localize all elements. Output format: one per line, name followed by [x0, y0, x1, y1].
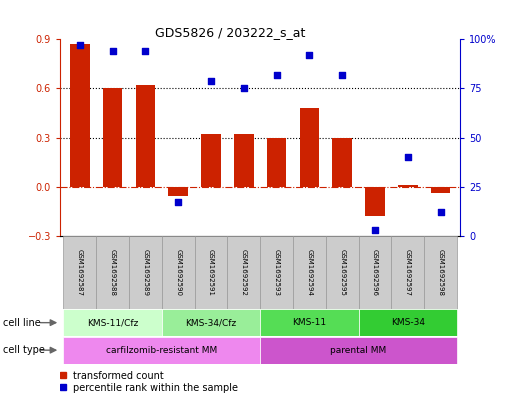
Text: KMS-11: KMS-11: [292, 318, 326, 327]
Bar: [195, 236, 228, 309]
Bar: [398, 185, 417, 187]
Point: [436, 209, 445, 215]
Point: [371, 227, 379, 233]
Text: KMS-11/Cfz: KMS-11/Cfz: [87, 318, 138, 327]
Point: [272, 72, 281, 78]
Text: GSM1692592: GSM1692592: [241, 249, 247, 296]
Text: cell type: cell type: [3, 345, 44, 355]
Bar: [365, 187, 385, 216]
Point: [141, 48, 150, 54]
Text: carfilzomib-resistant MM: carfilzomib-resistant MM: [106, 346, 218, 354]
Point: [240, 85, 248, 92]
Bar: [63, 309, 162, 336]
Bar: [267, 138, 287, 187]
Bar: [424, 236, 457, 309]
Bar: [96, 236, 129, 309]
Bar: [260, 309, 359, 336]
Bar: [162, 309, 260, 336]
Point: [404, 154, 412, 160]
Bar: [228, 236, 260, 309]
Point: [76, 42, 84, 48]
Bar: [260, 236, 293, 309]
Bar: [63, 337, 260, 364]
Bar: [63, 236, 96, 309]
Bar: [359, 309, 457, 336]
Bar: [326, 236, 359, 309]
Text: GSM1692598: GSM1692598: [438, 249, 444, 296]
Bar: [391, 236, 424, 309]
Bar: [129, 236, 162, 309]
Bar: [103, 88, 122, 187]
Text: percentile rank within the sample: percentile rank within the sample: [73, 383, 238, 393]
Bar: [332, 138, 352, 187]
Bar: [260, 337, 457, 364]
Text: GSM1692594: GSM1692594: [306, 249, 312, 296]
Bar: [70, 44, 89, 187]
Text: GSM1692597: GSM1692597: [405, 249, 411, 296]
Point: [207, 77, 215, 84]
Text: transformed count: transformed count: [73, 371, 164, 382]
Text: GSM1692595: GSM1692595: [339, 249, 345, 296]
Bar: [162, 236, 195, 309]
Point: [338, 72, 346, 78]
Point: [174, 199, 183, 206]
Text: cell line: cell line: [3, 318, 40, 328]
Bar: [168, 187, 188, 196]
Text: GSM1692588: GSM1692588: [110, 249, 116, 296]
Bar: [431, 187, 450, 193]
Bar: [300, 108, 319, 187]
Bar: [293, 236, 326, 309]
Bar: [234, 134, 254, 187]
Text: parental MM: parental MM: [331, 346, 386, 354]
Text: GSM1692593: GSM1692593: [274, 249, 280, 296]
Text: GDS5826 / 203222_s_at: GDS5826 / 203222_s_at: [155, 26, 305, 39]
Text: GSM1692590: GSM1692590: [175, 249, 181, 296]
Point: [305, 52, 314, 58]
Text: GSM1692591: GSM1692591: [208, 249, 214, 296]
Text: GSM1692587: GSM1692587: [77, 249, 83, 296]
Bar: [135, 85, 155, 187]
Bar: [359, 236, 391, 309]
Bar: [201, 134, 221, 187]
Text: KMS-34/Cfz: KMS-34/Cfz: [185, 318, 236, 327]
Text: GSM1692589: GSM1692589: [142, 249, 149, 296]
Text: GSM1692596: GSM1692596: [372, 249, 378, 296]
Text: KMS-34: KMS-34: [391, 318, 425, 327]
Point: [108, 48, 117, 54]
